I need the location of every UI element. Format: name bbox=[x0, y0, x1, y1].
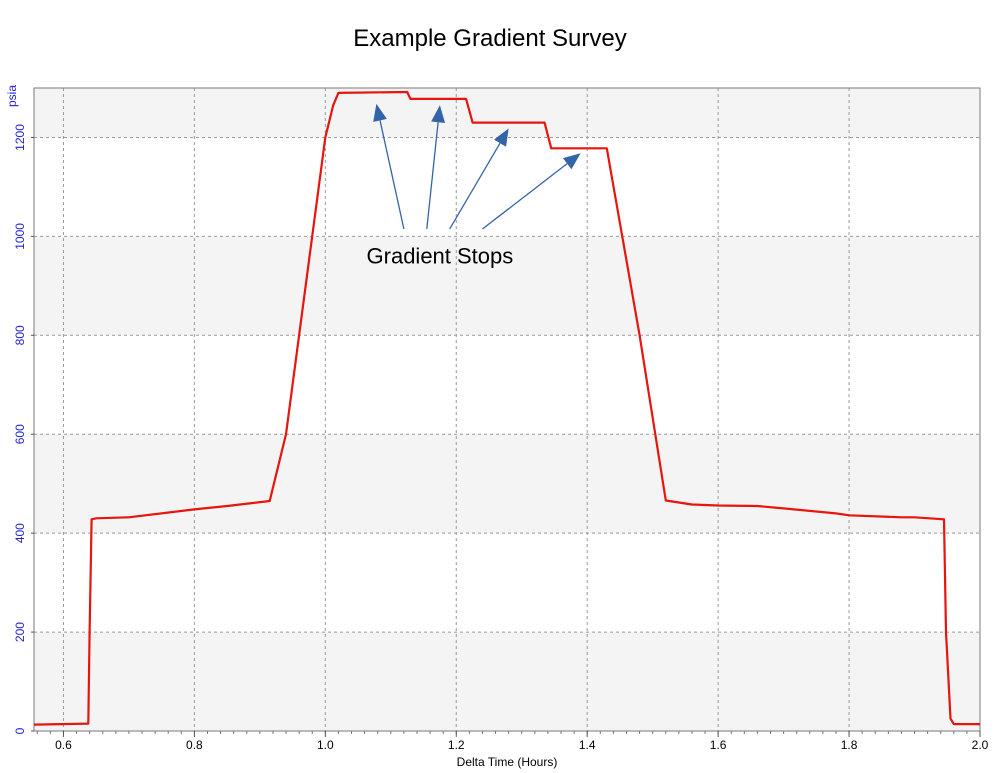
plot-frame bbox=[33, 87, 981, 732]
series-layer bbox=[33, 90, 980, 726]
x-tick-label: 0.8 bbox=[186, 738, 203, 752]
chart-title: Example Gradient Survey bbox=[353, 25, 626, 52]
x-tick-label: 2.0 bbox=[972, 738, 989, 752]
x-tick-label: 1.2 bbox=[448, 738, 465, 752]
y-tick-label: 200 bbox=[13, 622, 27, 642]
annotation-arrows bbox=[373, 103, 581, 230]
plot-area bbox=[34, 88, 980, 731]
annotation-arrow-shaft bbox=[379, 120, 405, 230]
plot-band bbox=[34, 236, 980, 336]
y-axis-ticks: 0 200 400 600 800 1000 1200 bbox=[13, 124, 34, 734]
x-tick-label: 1.0 bbox=[317, 738, 334, 752]
y-tick-label: 800 bbox=[13, 325, 27, 345]
annotation-arrow-head bbox=[431, 105, 446, 123]
annotation-arrow-shaft bbox=[449, 142, 501, 230]
annotation-arrow-head bbox=[562, 153, 581, 170]
annotation-arrow-shaft bbox=[426, 122, 439, 230]
plot-background bbox=[34, 88, 980, 731]
y-tick-label: 400 bbox=[13, 523, 27, 543]
x-tick-label: 1.8 bbox=[841, 738, 858, 752]
x-axis-label: Delta Time (Hours) bbox=[457, 755, 558, 769]
y-tick-label: 0 bbox=[13, 727, 27, 734]
plot-band bbox=[34, 632, 980, 731]
y-axis-label: psia bbox=[5, 85, 19, 107]
x-tick-label: 1.4 bbox=[579, 738, 596, 752]
pressure-series-line bbox=[33, 90, 980, 726]
x-axis-ticks: 0.6 0.8 1.0 1.2 1.4 1.6 1.8 2.0 bbox=[36, 731, 989, 752]
annotation-arrow-shaft bbox=[482, 163, 568, 230]
gridlines bbox=[34, 88, 981, 731]
annotation-arrow-head bbox=[373, 103, 387, 122]
y-tick-label: 1000 bbox=[13, 223, 27, 250]
annotation-gradient-stops: Gradient Stops bbox=[367, 244, 514, 269]
y-tick-label: 600 bbox=[13, 424, 27, 444]
x-tick-label: 0.6 bbox=[55, 738, 72, 752]
annotation-arrow-head bbox=[493, 128, 509, 147]
y-tick-label: 1200 bbox=[13, 124, 27, 151]
plot-band bbox=[34, 88, 980, 138]
plot-band bbox=[34, 434, 980, 534]
x-tick-label: 1.6 bbox=[710, 738, 727, 752]
